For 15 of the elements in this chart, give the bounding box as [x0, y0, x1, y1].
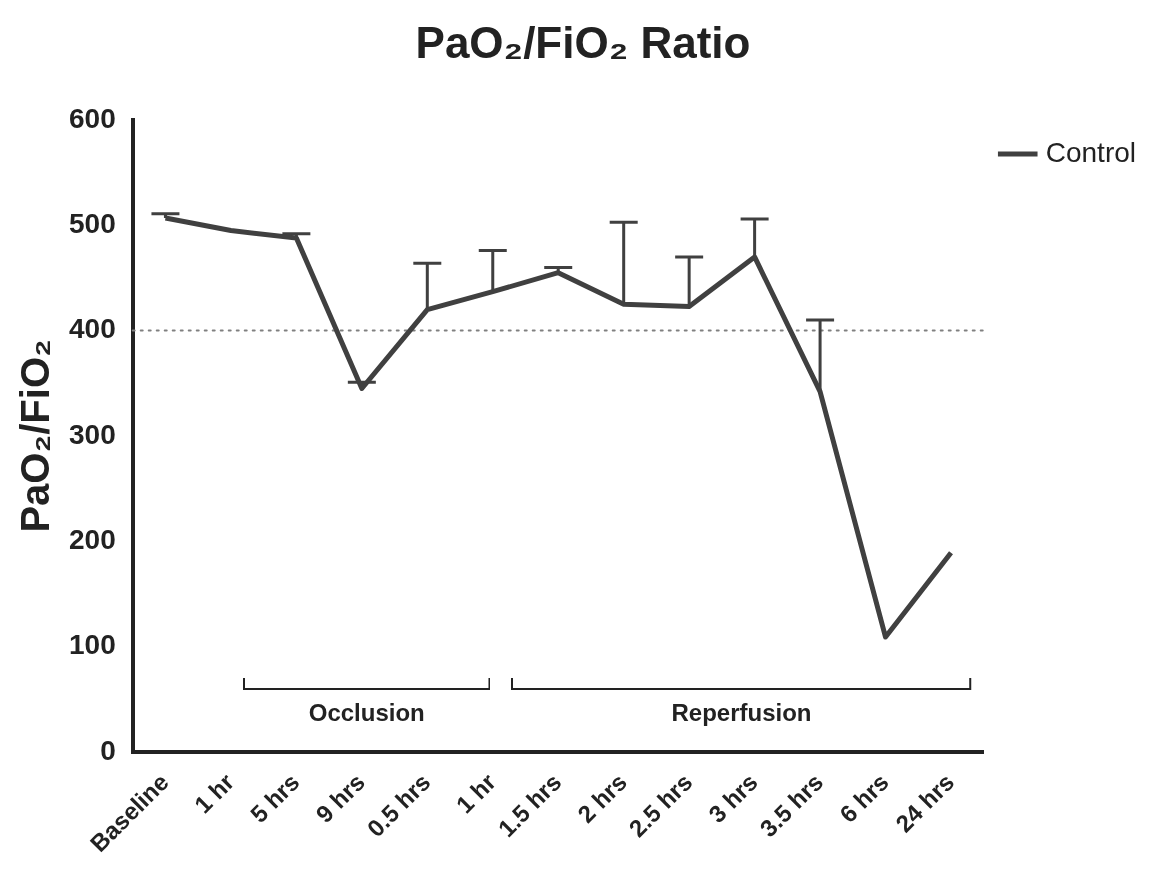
- x-tick-label: 1 hr: [188, 768, 240, 819]
- annotation: Occlusion: [308, 698, 425, 727]
- y-tick-label: 0: [100, 734, 116, 766]
- annotation: Reperfusion: [671, 698, 812, 727]
- y-tick-label: 400: [69, 313, 116, 345]
- y-tick-label: 200: [69, 523, 116, 555]
- chart-title: PaO₂/FiO₂ Ratio: [414, 18, 752, 68]
- y-tick-label: 500: [69, 208, 116, 240]
- legend-label: Control: [1045, 136, 1136, 168]
- x-tick-label: 1 hr: [450, 768, 501, 819]
- y-tick-label: 300: [69, 418, 116, 450]
- y-axis-title: PaO₂/FiO₂: [13, 339, 58, 533]
- y-tick-label: 100: [69, 629, 116, 661]
- x-tick-label: 5 hrs: [244, 768, 305, 828]
- y-tick-label: 600: [69, 102, 116, 134]
